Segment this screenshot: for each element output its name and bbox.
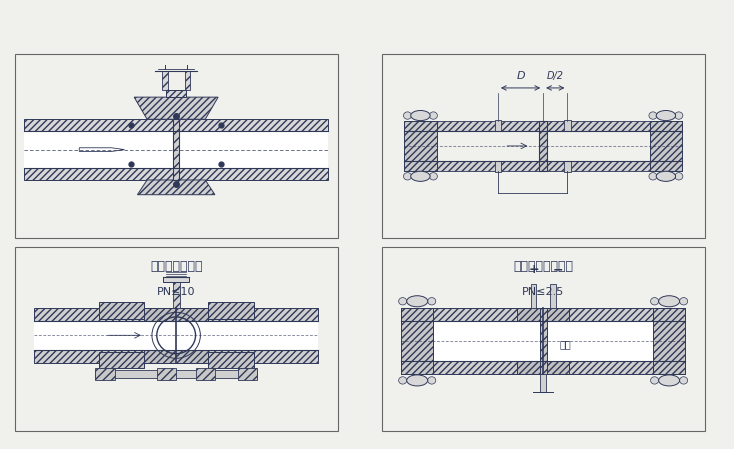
Ellipse shape — [399, 298, 407, 305]
Text: PN≤2.5: PN≤2.5 — [522, 287, 564, 297]
Bar — [163, 277, 189, 282]
Ellipse shape — [656, 171, 675, 181]
Bar — [167, 90, 186, 97]
Bar — [184, 71, 190, 90]
Bar — [162, 71, 168, 90]
Bar — [24, 131, 328, 168]
Bar — [98, 302, 144, 319]
Bar — [238, 368, 257, 380]
Bar — [404, 121, 682, 131]
Ellipse shape — [649, 172, 657, 180]
Ellipse shape — [650, 377, 658, 384]
Text: 径距取压标准孔板: 径距取压标准孔板 — [513, 260, 573, 273]
Ellipse shape — [404, 112, 412, 119]
Ellipse shape — [407, 375, 428, 386]
Ellipse shape — [649, 112, 657, 119]
Bar — [144, 308, 208, 321]
Ellipse shape — [428, 298, 436, 305]
Ellipse shape — [658, 296, 680, 307]
Ellipse shape — [656, 110, 675, 121]
Bar — [24, 168, 328, 180]
Polygon shape — [137, 180, 215, 195]
Ellipse shape — [429, 112, 437, 119]
Text: −: − — [553, 264, 563, 277]
Bar — [95, 370, 257, 378]
Bar — [495, 161, 501, 172]
Bar — [540, 374, 546, 392]
Bar — [653, 308, 686, 374]
Ellipse shape — [658, 375, 680, 386]
Bar — [144, 350, 208, 363]
Bar — [401, 361, 686, 374]
Bar — [173, 119, 179, 180]
Bar — [401, 308, 686, 321]
Bar — [650, 121, 682, 171]
Bar — [208, 352, 254, 369]
Bar — [195, 368, 215, 380]
Bar — [401, 321, 686, 361]
Text: D: D — [516, 70, 525, 80]
Bar — [34, 308, 319, 321]
Bar — [564, 161, 570, 172]
Ellipse shape — [404, 172, 412, 180]
Text: PN≤10: PN≤10 — [157, 287, 195, 297]
Ellipse shape — [429, 172, 437, 180]
Text: D/2: D/2 — [547, 70, 564, 80]
Ellipse shape — [675, 172, 683, 180]
Ellipse shape — [407, 296, 428, 307]
Bar — [550, 284, 556, 308]
Bar — [517, 361, 569, 374]
Text: 流向: 流向 — [559, 339, 571, 349]
Ellipse shape — [399, 377, 407, 384]
Bar — [539, 121, 547, 171]
Bar — [564, 120, 570, 131]
Bar — [404, 161, 682, 171]
Ellipse shape — [680, 377, 688, 384]
Bar — [157, 368, 176, 380]
Ellipse shape — [411, 110, 430, 121]
Bar — [539, 308, 547, 374]
Ellipse shape — [650, 298, 658, 305]
Bar — [208, 302, 254, 319]
Bar — [495, 120, 501, 131]
Bar — [95, 368, 115, 380]
Bar — [531, 284, 537, 308]
Ellipse shape — [680, 298, 688, 305]
Polygon shape — [79, 148, 125, 151]
Ellipse shape — [428, 377, 436, 384]
Bar — [24, 119, 328, 131]
Text: 焊接式八槽孔板: 焊接式八槽孔板 — [150, 260, 203, 273]
Ellipse shape — [675, 112, 683, 119]
Text: +: + — [528, 264, 539, 277]
Bar — [401, 308, 433, 374]
Bar — [34, 350, 319, 363]
Bar — [404, 121, 437, 171]
Bar — [98, 352, 144, 369]
Ellipse shape — [411, 171, 430, 181]
Bar — [517, 308, 569, 321]
Bar — [172, 282, 180, 308]
Bar — [34, 321, 319, 350]
Polygon shape — [134, 97, 218, 119]
